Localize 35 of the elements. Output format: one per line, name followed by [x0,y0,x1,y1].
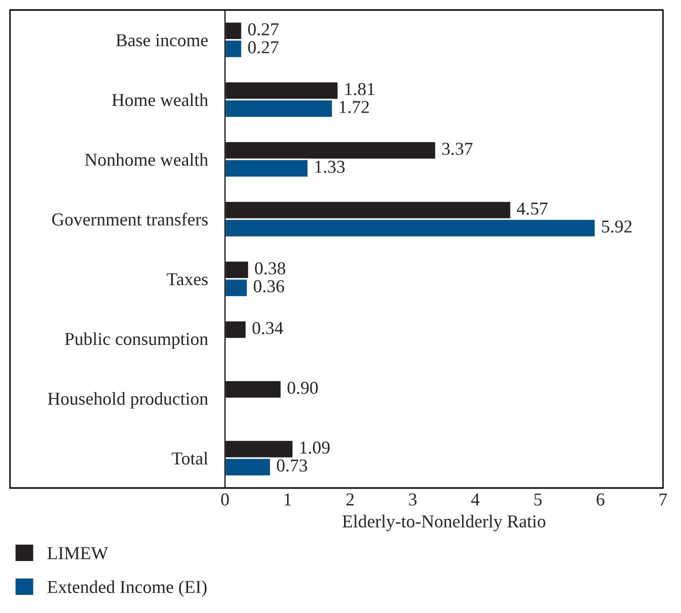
data-label: 0.38 [255,262,286,275]
bar [225,320,247,340]
x-tick-label: 5 [534,494,542,506]
data-label: 1.72 [340,100,369,114]
y-tick-label: Household production [48,392,208,408]
data-label: 0.27 [248,23,279,36]
x-tick-label: 3 [409,493,417,506]
data-label: 0.34 [252,322,284,334]
y-tick-label: Nonhome wealth [85,153,208,166]
data-label: 3.37 [442,142,472,156]
y-tick-label: Total [172,452,208,465]
x-tick-label: 7 [660,494,667,506]
x-tick-label: 2 [346,493,354,506]
data-label: 1.33 [315,160,345,173]
y-tick-label: Taxes [166,273,208,286]
data-label: 0.36 [254,280,284,292]
y-tick-label: Government transfers [52,212,208,226]
data-label: 0.73 [276,459,308,472]
data-label: 1.09 [300,441,330,454]
x-tick-label: 6 [596,493,604,506]
bar [225,380,282,400]
data-label: 1.81 [345,82,374,96]
x-axis-title: Elderly-to-Nonelderly Ratio [342,514,546,532]
y-tick-label: Base income [116,34,208,46]
x-tick-label: 0 [221,493,229,506]
y-tick-label: Public consumption [64,332,208,349]
data-label: 0.90 [288,382,318,394]
data-label: 4.57 [516,202,548,215]
data-label: 0.27 [248,41,279,54]
data-label: 5.92 [602,220,632,233]
y-tick-label: Home wealth [112,93,208,106]
legend-label: Extended Income (EI) [47,580,207,597]
x-tick-label: 1 [284,493,291,506]
legend-label: LIMEW [47,547,108,560]
x-tick-label: 4 [471,494,480,506]
